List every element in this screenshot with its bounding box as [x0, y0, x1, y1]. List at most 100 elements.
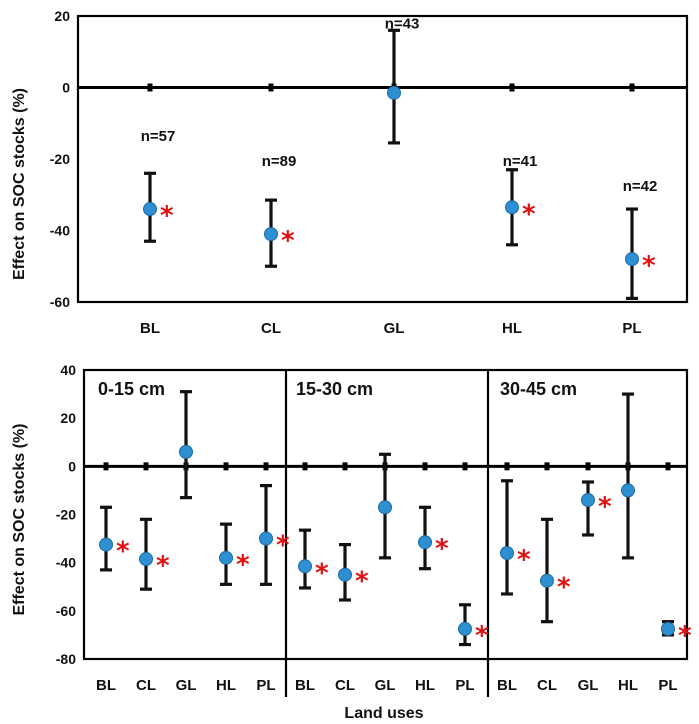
top-n-label-BL: n=57 — [141, 128, 176, 145]
top-category-label-PL: PL — [622, 320, 641, 337]
top-category-label-BL: BL — [140, 320, 160, 337]
bottom-zero-tick-2-0 — [504, 462, 510, 471]
top-HL-point — [505, 200, 519, 215]
bottom-2-BL-significance-star: * — [517, 545, 531, 575]
top-y-tick-label: -60 — [50, 294, 70, 310]
bottom-category-label-2-GL: GL — [578, 677, 599, 694]
bottom-2-PL-point — [661, 621, 675, 636]
bottom-category-label-1-BL: BL — [295, 677, 315, 694]
bottom-2-CL-significance-star: * — [557, 573, 571, 603]
top-HL-significance-star: * — [522, 199, 536, 229]
top-CL-point — [264, 227, 278, 242]
bottom-2-GL-significance-star: * — [598, 492, 612, 522]
top-zero-tick-1 — [268, 83, 274, 92]
bottom-0-PL-significance-star: * — [276, 531, 290, 561]
bottom-category-label-2-CL: CL — [537, 677, 557, 694]
top-BL-significance-star: * — [160, 201, 174, 231]
top-CL-significance-star: * — [281, 226, 295, 256]
bottom-0-BL-significance-star: * — [116, 537, 130, 567]
bottom-1-BL-point — [298, 559, 312, 574]
bottom-y-tick-label: 0 — [68, 458, 76, 474]
bottom-zero-tick-2-2 — [585, 462, 591, 471]
top-y-tick-label: 20 — [54, 8, 70, 24]
bottom-category-label-1-GL: GL — [375, 677, 396, 694]
bottom-category-label-0-BL: BL — [96, 677, 116, 694]
bottom-y-tick-label: -40 — [56, 555, 76, 571]
bottom-y-tick-label: -60 — [56, 603, 76, 619]
bottom-0-GL-point — [179, 444, 193, 459]
bottom-2-PL-significance-star: * — [678, 621, 692, 651]
bottom-zero-tick-1-4 — [462, 462, 468, 471]
top-n-label-PL: n=42 — [623, 178, 658, 195]
panel-label-1: 15-30 cm — [296, 379, 373, 399]
bottom-category-label-0-GL: GL — [176, 677, 197, 694]
bottom-0-PL-point — [259, 531, 273, 546]
bottom-y-tick-label: 40 — [60, 362, 76, 378]
top-y-tick-label: -20 — [50, 151, 70, 167]
top-PL-significance-star: * — [642, 251, 656, 281]
panel-label-0: 0-15 cm — [98, 379, 165, 399]
bottom-y-tick-label: -20 — [56, 507, 76, 523]
bottom-zero-tick-0-4 — [263, 462, 269, 471]
top-zero-tick-4 — [629, 83, 635, 92]
bottom-zero-tick-1-1 — [342, 462, 348, 471]
bottom-1-CL-significance-star: * — [355, 567, 369, 597]
bottom-0-HL-significance-star: * — [236, 550, 250, 580]
bottom-1-PL-point — [458, 621, 472, 636]
bottom-1-GL-point — [378, 500, 392, 515]
bottom-2-BL-point — [500, 546, 514, 561]
bottom-zero-tick-1-0 — [302, 462, 308, 471]
bottom-2-GL-point — [581, 493, 595, 508]
bottom-2-CL-point — [540, 573, 554, 588]
bottom-category-label-0-PL: PL — [256, 677, 275, 694]
bottom-y-tick-label: 20 — [60, 410, 76, 426]
bottom-y-axis-label: Effect on SOC stocks (%) — [11, 423, 28, 615]
bottom-1-HL-significance-star: * — [435, 534, 449, 564]
bottom-category-label-2-HL: HL — [618, 677, 638, 694]
top-chart: 20 0 -20 -40 -60 Effect on SOC stocks (%) BL * n… — [11, 8, 689, 337]
top-category-label-CL: CL — [261, 320, 281, 337]
bottom-category-label-0-HL: HL — [216, 677, 236, 694]
bottom-category-label-2-PL: PL — [658, 677, 677, 694]
bottom-1-PL-significance-star: * — [475, 621, 489, 651]
top-PL-point — [625, 252, 639, 267]
bottom-zero-tick-0-0 — [103, 462, 109, 471]
bottom-category-label-2-BL: BL — [497, 677, 517, 694]
top-BL-point — [143, 202, 157, 217]
bottom-x-axis-label: Land uses — [344, 705, 423, 722]
top-GL-point — [387, 85, 401, 100]
top-y-tick-label: 0 — [62, 80, 70, 96]
top-zero-tick-3 — [509, 83, 515, 92]
top-y-tick-label: -40 — [50, 223, 70, 239]
bottom-zero-tick-0-1 — [143, 462, 149, 471]
bottom-zero-tick-2-4 — [665, 462, 671, 471]
bottom-1-HL-point — [418, 535, 432, 550]
bottom-zero-tick-0-3 — [223, 462, 229, 471]
bottom-category-label-1-CL: CL — [335, 677, 355, 694]
bottom-1-BL-significance-star: * — [315, 558, 329, 588]
top-plot-frame — [76, 14, 689, 304]
bottom-0-CL-point — [139, 552, 153, 567]
bottom-y-tick-label: -80 — [56, 651, 76, 667]
top-n-label-CL: n=89 — [262, 153, 297, 170]
top-category-label-HL: HL — [502, 320, 522, 337]
top-n-label-GL: n=43 — [385, 16, 420, 33]
bottom-zero-tick-1-3 — [422, 462, 428, 471]
bottom-0-BL-point — [99, 537, 113, 552]
panel-label-2: 30-45 cm — [500, 379, 577, 399]
top-n-label-HL: n=41 — [503, 153, 538, 170]
bottom-0-CL-significance-star: * — [156, 551, 170, 581]
bottom-0-HL-point — [219, 550, 233, 565]
bottom-category-label-0-CL: CL — [136, 677, 156, 694]
bottom-2-HL-point — [621, 483, 635, 498]
bottom-1-CL-point — [338, 567, 352, 582]
bottom-plot-frame — [82, 368, 689, 661]
bottom-zero-tick-2-1 — [544, 462, 550, 471]
top-category-label-GL: GL — [384, 320, 405, 337]
top-y-axis-label: Effect on SOC stocks (%) — [11, 88, 28, 280]
bottom-category-label-1-HL: HL — [415, 677, 435, 694]
top-zero-tick-0 — [147, 83, 153, 92]
bottom-category-label-1-PL: PL — [455, 677, 474, 694]
